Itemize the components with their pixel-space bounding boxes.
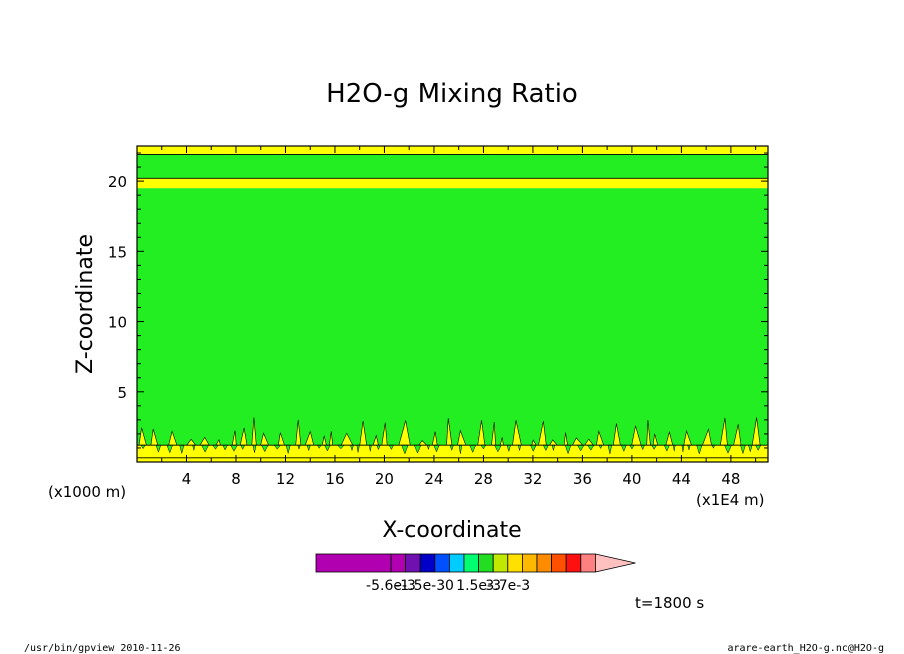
- x-unit-left: (x1000 m): [48, 483, 126, 501]
- colorbar-segment-14: [580, 553, 596, 573]
- axis-ticks: [137, 146, 768, 462]
- contour-lines: [137, 153, 768, 459]
- x-tick-label-7: 32: [523, 470, 542, 488]
- colorbar-segment-12: [551, 553, 567, 573]
- colorbar-segment-5: [448, 553, 465, 573]
- y-tick-label-0: 5: [117, 384, 127, 402]
- x-axis-label: X-coordinate: [382, 518, 521, 543]
- x-tick-label-0: 4: [182, 470, 192, 488]
- band-3: [137, 178, 768, 189]
- surface-features: [138, 417, 762, 455]
- colorbar-label-1: -1.5e-3: [395, 578, 445, 594]
- x-tick-label-5: 24: [424, 470, 443, 488]
- band-2: [137, 188, 768, 446]
- colorbar-label-2: 0: [445, 578, 454, 594]
- time-label: t=1800 s: [635, 594, 704, 612]
- y-tick-label-2: 15: [108, 243, 127, 261]
- x-tick-label-4: 20: [375, 470, 394, 488]
- colorbar-label-4: 3.7e-3: [485, 578, 530, 594]
- colorbar-segment-2: [405, 553, 421, 573]
- plot-frame: [136, 145, 769, 463]
- x-tick-label-2: 12: [276, 470, 295, 488]
- x-tick-label-11: 48: [721, 470, 740, 488]
- colorbar-segment-11: [536, 553, 553, 573]
- x-tick-label-8: 36: [573, 470, 592, 488]
- y-tick-label-3: 20: [108, 173, 127, 191]
- x-tick-label-3: 16: [325, 470, 344, 488]
- colorbar-labels: -5.6e-3-1.5e-3 0 1.5e-33.7e-3: [366, 578, 530, 594]
- colorbar-segment-10: [522, 553, 538, 573]
- colorbar-segment-9: [507, 553, 523, 573]
- chart-title: H2O-g Mixing Ratio: [326, 79, 578, 109]
- x-tick-labels: 4 8 12 16 20 24 28 32 36 40 44 48: [182, 470, 741, 488]
- footer-right: arare-earth_H2O-g.nc@H2O-g: [727, 643, 884, 654]
- colorbar-arrow: [595, 553, 636, 573]
- colorbar-segment-7: [478, 553, 494, 573]
- footer-left: /usr/bin/gpview 2010-11-26: [24, 643, 181, 654]
- colorbar-segment-3: [419, 553, 436, 573]
- y-tick-labels: 5 10 15 20: [108, 173, 127, 402]
- x-tick-label-9: 40: [622, 470, 641, 488]
- x-unit-right: (x1E4 m): [696, 491, 765, 509]
- colorbar: [315, 553, 636, 573]
- colorbar-label-0: -5.6e-3: [366, 578, 416, 594]
- colorbar-segment-6: [463, 553, 480, 573]
- colorbar-label-3: 1.5e-3: [456, 578, 501, 594]
- colorbar-segment-1: [390, 553, 407, 573]
- colorbar-segment-4: [434, 553, 450, 573]
- band-4: [137, 154, 768, 179]
- x-tick-label-6: 28: [474, 470, 493, 488]
- colorbar-segment-0: [315, 553, 392, 573]
- band-5: [137, 146, 768, 155]
- y-tick-label-1: 10: [108, 314, 127, 332]
- colorbar-segment-13: [565, 553, 582, 573]
- y-axis-label: Z-coordinate: [73, 234, 98, 374]
- colorbar-segment-8: [492, 553, 509, 573]
- x-tick-label-10: 44: [672, 470, 691, 488]
- band-0: [137, 457, 768, 462]
- contour-bands: [137, 146, 768, 462]
- x-tick-label-1: 8: [231, 470, 241, 488]
